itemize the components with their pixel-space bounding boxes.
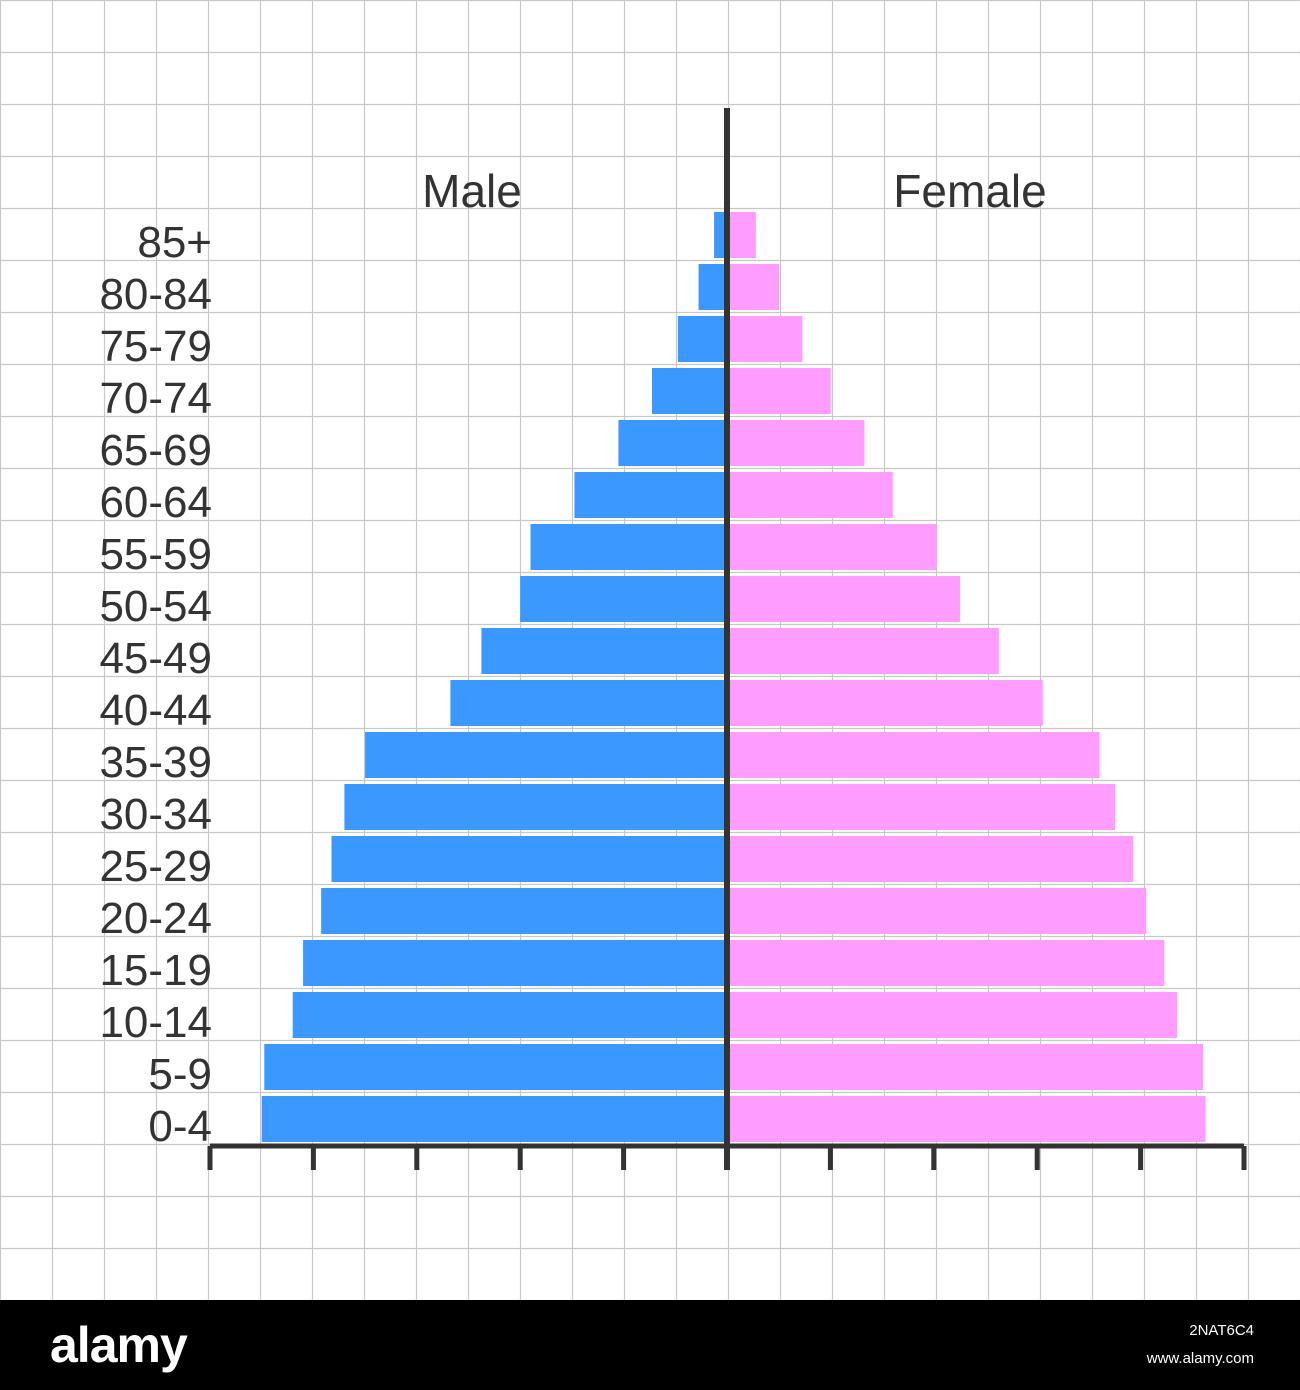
bar-female-75-79 <box>730 316 803 362</box>
bar-male-15-19 <box>303 940 725 986</box>
bar-male-0-4 <box>261 1096 725 1142</box>
age-group-label: 80-84 <box>99 270 212 319</box>
brand-logo: alamy <box>50 1317 188 1373</box>
age-group-label: 20-24 <box>99 894 212 943</box>
bar-female-85+ <box>730 212 756 258</box>
brand-url: www.alamy.com <box>1146 1350 1254 1367</box>
age-group-label: 60-64 <box>99 478 212 527</box>
age-group-label: 25-29 <box>99 842 212 891</box>
age-group-label: 35-39 <box>99 738 212 787</box>
age-group-label: 5-9 <box>148 1050 212 1099</box>
age-group-label: 85+ <box>137 218 212 267</box>
age-group-label: 0-4 <box>148 1102 212 1151</box>
bar-male-10-14 <box>292 992 725 1038</box>
bar-female-15-19 <box>730 940 1165 986</box>
bar-female-30-34 <box>730 784 1116 830</box>
bar-male-70-74 <box>652 368 725 414</box>
bar-female-80-84 <box>730 264 780 310</box>
age-group-label: 40-44 <box>99 686 212 735</box>
series-label-female: Female <box>893 165 1046 217</box>
bar-male-40-44 <box>450 680 725 726</box>
bar-male-5-9 <box>264 1044 725 1090</box>
bar-male-35-39 <box>365 732 725 778</box>
age-group-label: 65-69 <box>99 426 212 475</box>
age-group-label: 70-74 <box>99 374 212 423</box>
bar-female-40-44 <box>730 680 1043 726</box>
bar-male-75-79 <box>677 316 725 362</box>
labels: 85+80-8475-7970-7465-6960-6455-5950-5445… <box>99 165 1046 1151</box>
bar-female-0-4 <box>730 1096 1206 1142</box>
bar-female-50-54 <box>730 576 961 622</box>
bar-female-5-9 <box>730 1044 1204 1090</box>
bar-male-45-49 <box>481 628 725 674</box>
bar-female-45-49 <box>730 628 999 674</box>
bar-female-70-74 <box>730 368 831 414</box>
bar-female-20-24 <box>730 888 1147 934</box>
bar-male-80-84 <box>698 264 725 310</box>
bar-male-25-29 <box>331 836 725 882</box>
axes <box>207 108 1247 1170</box>
bar-female-25-29 <box>730 836 1134 882</box>
series-label-male: Male <box>422 165 522 217</box>
age-group-label: 10-14 <box>99 998 212 1047</box>
bar-female-60-64 <box>730 472 893 518</box>
age-group-label: 50-54 <box>99 582 212 631</box>
bar-female-65-69 <box>730 420 865 466</box>
bar-female-10-14 <box>730 992 1178 1038</box>
bars <box>261 212 1206 1142</box>
age-group-label: 45-49 <box>99 634 212 683</box>
bar-male-30-34 <box>344 784 725 830</box>
bar-male-85+ <box>714 212 725 258</box>
bar-female-35-39 <box>730 732 1100 778</box>
age-group-label: 15-19 <box>99 946 212 995</box>
bar-female-55-59 <box>730 524 937 570</box>
age-group-label: 30-34 <box>99 790 212 839</box>
age-group-label: 55-59 <box>99 530 212 579</box>
age-group-label: 75-79 <box>99 322 212 371</box>
bar-male-55-59 <box>530 524 725 570</box>
bar-male-20-24 <box>321 888 725 934</box>
bar-male-60-64 <box>574 472 725 518</box>
bar-male-50-54 <box>520 576 725 622</box>
population-pyramid-chart: 85+80-8475-7970-7465-6960-6455-5950-5445… <box>0 0 1300 1300</box>
footer-bar: alamy 2NAT6C4 www.alamy.com <box>0 1300 1300 1390</box>
bar-male-65-69 <box>618 420 725 466</box>
image-id: 2NAT6C4 <box>1189 1322 1254 1339</box>
